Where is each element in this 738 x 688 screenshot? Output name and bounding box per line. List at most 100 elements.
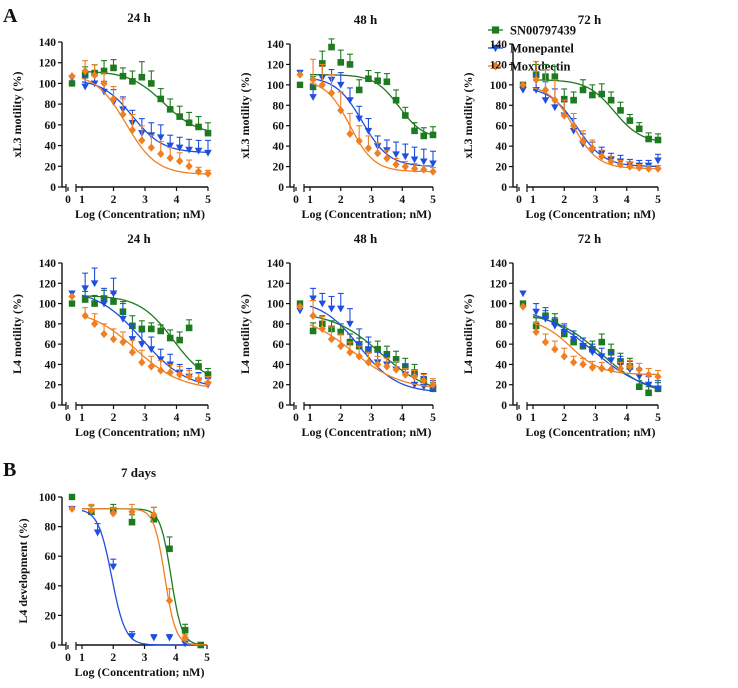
- data-point: [410, 156, 419, 164]
- data-point: [100, 79, 108, 88]
- y-tick-label: 0: [501, 182, 507, 194]
- data-point: [541, 315, 550, 323]
- x-tick-label: 4: [399, 194, 405, 206]
- data-point: [309, 295, 317, 303]
- data-point: [607, 157, 615, 166]
- data-point: [402, 112, 409, 119]
- data-point: [551, 104, 559, 112]
- control-point: [296, 70, 304, 79]
- data-point: [150, 510, 158, 519]
- y-tick-label: 0: [50, 400, 56, 412]
- data-point: [355, 136, 363, 146]
- x-tick-label: 1: [79, 652, 85, 664]
- y-tick-label: 80: [273, 100, 285, 112]
- data-point: [204, 149, 212, 157]
- data-point: [138, 73, 146, 81]
- data-point: [176, 370, 184, 379]
- control-point: [68, 504, 76, 513]
- data-point: [588, 349, 597, 357]
- data-point: [365, 75, 372, 83]
- y-tick-label: 80: [273, 319, 285, 331]
- control-point: [519, 290, 527, 298]
- y-tick-label: 40: [45, 359, 57, 371]
- data-point: [560, 352, 568, 361]
- data-point: [346, 61, 354, 68]
- x-tick-label: 1: [79, 194, 85, 206]
- data-point: [165, 596, 174, 605]
- y-tick-label: 0: [501, 400, 507, 412]
- data-point: [654, 385, 662, 393]
- legend-label: Monepantel: [510, 42, 574, 56]
- data-point: [110, 298, 117, 305]
- data-point: [607, 357, 615, 365]
- data-point: [607, 96, 615, 104]
- data-point: [138, 358, 146, 367]
- data-point: [337, 342, 345, 351]
- series-sn00797439: [519, 63, 662, 144]
- control-point: [296, 302, 304, 311]
- data-point: [420, 376, 428, 385]
- data-point: [309, 94, 317, 101]
- data-point: [355, 86, 363, 94]
- control-point: [68, 80, 76, 87]
- y-axis-label: L4 motility (%): [10, 294, 24, 374]
- data-point: [355, 341, 363, 348]
- y-tick-label: 40: [273, 141, 285, 153]
- y-tick-label: 120: [267, 278, 285, 290]
- data-point: [560, 111, 568, 120]
- legend-marker: [491, 44, 500, 53]
- data-point: [364, 127, 373, 135]
- data-point: [81, 66, 89, 76]
- data-point: [588, 363, 597, 372]
- fit-curve: [309, 305, 434, 392]
- data-point: [616, 160, 625, 169]
- data-point: [346, 348, 354, 357]
- data-point: [119, 110, 127, 119]
- data-point: [626, 117, 634, 124]
- data-point: [176, 113, 183, 120]
- data-point: [626, 162, 634, 171]
- chart-title: 72 h: [578, 12, 602, 27]
- x-tick-label: 3: [142, 412, 148, 424]
- series-sn00797439: [296, 38, 437, 140]
- data-point: [318, 80, 326, 89]
- data-point: [374, 345, 381, 353]
- x-tick-label: 4: [624, 194, 630, 206]
- series-moxidectin: [68, 292, 212, 388]
- fit-curve: [309, 77, 433, 167]
- data-point: [635, 125, 643, 133]
- data-point: [654, 157, 662, 165]
- data-point: [551, 345, 559, 354]
- data-point: [392, 151, 400, 159]
- y-tick-label: 0: [50, 640, 56, 652]
- x-tick-label: 0: [293, 412, 299, 424]
- data-point: [589, 91, 596, 99]
- x-tick-label: 5: [205, 194, 211, 206]
- data-point: [204, 378, 212, 387]
- data-point: [318, 300, 327, 308]
- data-point: [129, 78, 136, 85]
- data-point: [100, 329, 108, 339]
- data-point: [119, 315, 127, 323]
- y-tick-label: 0: [278, 182, 284, 194]
- data-point: [166, 153, 174, 163]
- data-point: [81, 71, 89, 79]
- y-tick-label: 80: [45, 522, 57, 534]
- y-tick-label: 120: [267, 59, 285, 71]
- data-point: [128, 125, 137, 135]
- chart-title: 48 h: [354, 12, 378, 27]
- data-point: [635, 163, 643, 172]
- y-tick-label: 40: [496, 359, 508, 371]
- data-point: [194, 167, 203, 176]
- data-point: [109, 290, 118, 298]
- data-point: [383, 78, 391, 86]
- y-axis-label: xL3 motility (%): [10, 72, 24, 158]
- x-tick-label: 3: [142, 194, 148, 206]
- data-point: [309, 75, 317, 84]
- y-tick-label: 40: [273, 359, 285, 371]
- data-point: [364, 144, 373, 153]
- data-point: [374, 360, 382, 369]
- data-point: [128, 633, 136, 640]
- y-tick-label: 20: [496, 162, 508, 174]
